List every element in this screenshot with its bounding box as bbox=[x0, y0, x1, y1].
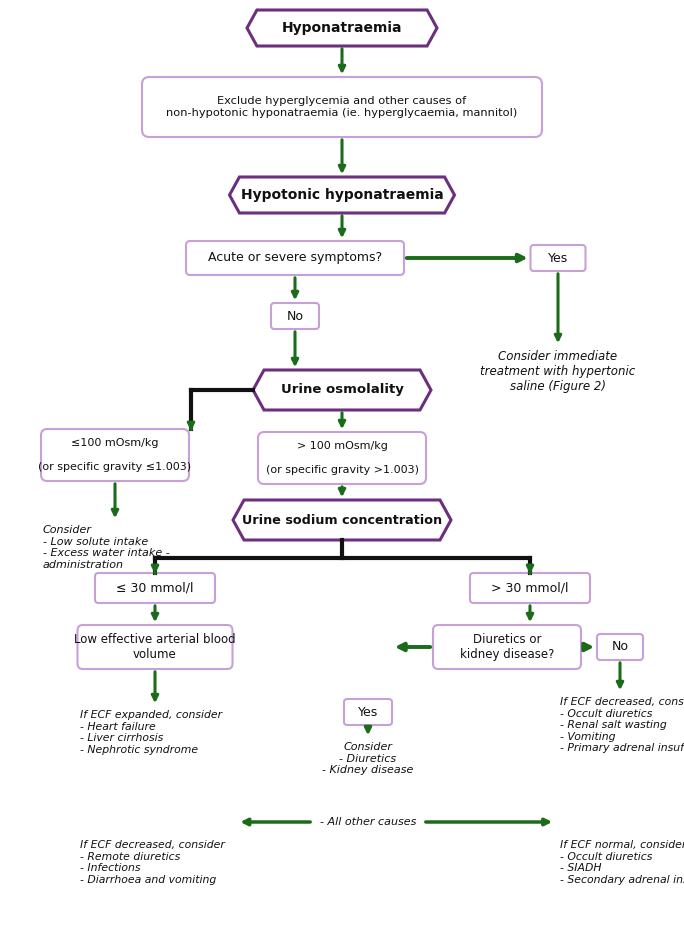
FancyBboxPatch shape bbox=[597, 634, 643, 660]
Text: Hyponatraemia: Hyponatraemia bbox=[282, 21, 402, 35]
Text: > 100 mOsm/kg

(or specific gravity >1.003): > 100 mOsm/kg (or specific gravity >1.00… bbox=[265, 441, 419, 475]
FancyBboxPatch shape bbox=[142, 77, 542, 137]
Text: Consider immediate
treatment with hypertonic
saline (Figure 2): Consider immediate treatment with hypert… bbox=[480, 350, 635, 393]
Text: Exclude hyperglycemia and other causes of
non-hypotonic hyponatraemia (ie. hyper: Exclude hyperglycemia and other causes o… bbox=[166, 96, 518, 118]
FancyBboxPatch shape bbox=[77, 625, 233, 669]
Text: No: No bbox=[287, 309, 304, 322]
Text: Hypotonic hyponatraemia: Hypotonic hyponatraemia bbox=[241, 188, 443, 202]
Text: Yes: Yes bbox=[548, 251, 568, 264]
FancyBboxPatch shape bbox=[95, 573, 215, 603]
FancyBboxPatch shape bbox=[258, 432, 426, 484]
Text: Urine osmolality: Urine osmolality bbox=[280, 384, 404, 397]
Text: - All other causes: - All other causes bbox=[320, 817, 416, 827]
Text: Consider
- Diuretics
- Kidney disease: Consider - Diuretics - Kidney disease bbox=[322, 742, 414, 776]
Text: Yes: Yes bbox=[358, 706, 378, 719]
Polygon shape bbox=[233, 500, 451, 540]
FancyBboxPatch shape bbox=[271, 303, 319, 329]
Text: ≤ 30 mmol/l: ≤ 30 mmol/l bbox=[116, 582, 194, 595]
Polygon shape bbox=[230, 177, 454, 213]
Polygon shape bbox=[253, 370, 431, 410]
Text: If ECF normal, consider
- Occult diuretics
- SIADH
- Secondary adrenal insuffici: If ECF normal, consider - Occult diureti… bbox=[560, 840, 684, 884]
Text: Urine sodium concentration: Urine sodium concentration bbox=[242, 514, 442, 527]
Text: If ECF decreased, consider
- Remote diuretics
- Infections
- Diarrhoea and vomit: If ECF decreased, consider - Remote diur… bbox=[79, 840, 224, 884]
Text: Consider
- Low solute intake
- Excess water intake -
administration: Consider - Low solute intake - Excess wa… bbox=[43, 525, 170, 570]
Text: ≤100 mOsm/kg

(or specific gravity ≤1.003): ≤100 mOsm/kg (or specific gravity ≤1.003… bbox=[38, 439, 192, 472]
FancyBboxPatch shape bbox=[344, 699, 392, 725]
Text: Acute or severe symptoms?: Acute or severe symptoms? bbox=[208, 251, 382, 264]
Text: If ECF decreased, consider
- Occult diuretics
- Renal salt wasting
- Vomiting
- : If ECF decreased, consider - Occult diur… bbox=[560, 697, 684, 753]
FancyBboxPatch shape bbox=[186, 241, 404, 275]
Text: Diuretics or
kidney disease?: Diuretics or kidney disease? bbox=[460, 633, 554, 661]
Text: No: No bbox=[611, 641, 629, 654]
Text: > 30 mmol/l: > 30 mmol/l bbox=[491, 582, 569, 595]
Text: If ECF expanded, consider
- Heart failure
- Liver cirrhosis
- Nephrotic syndrome: If ECF expanded, consider - Heart failur… bbox=[79, 710, 222, 755]
FancyBboxPatch shape bbox=[41, 429, 189, 481]
FancyBboxPatch shape bbox=[470, 573, 590, 603]
Text: Low effective arterial blood
volume: Low effective arterial blood volume bbox=[74, 633, 236, 661]
FancyBboxPatch shape bbox=[531, 245, 586, 271]
FancyBboxPatch shape bbox=[433, 625, 581, 669]
Polygon shape bbox=[247, 10, 437, 46]
